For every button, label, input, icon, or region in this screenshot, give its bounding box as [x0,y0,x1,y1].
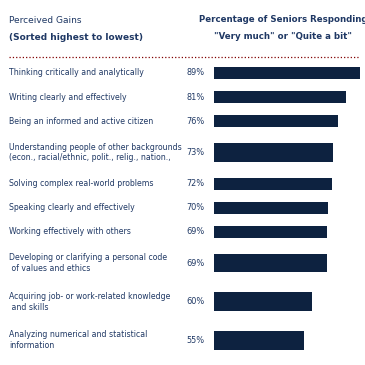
Text: Acquiring job- or work-related knowledge
 and skills: Acquiring job- or work-related knowledge… [9,292,170,312]
Text: 72%: 72% [186,179,204,188]
Text: (Sorted highest to lowest): (Sorted highest to lowest) [9,33,143,42]
Bar [214,254,327,272]
Text: Solving complex real-world problems: Solving complex real-world problems [9,179,154,188]
Text: 81%: 81% [186,93,204,101]
Bar [214,178,332,189]
Text: Understanding people of other backgrounds
(econ., racial/ethnic, polit., relig.,: Understanding people of other background… [9,143,182,162]
Text: Speaking clearly and effectively: Speaking clearly and effectively [9,203,135,212]
Text: Analyzing numerical and statistical
information: Analyzing numerical and statistical info… [9,330,147,350]
Bar [214,202,328,214]
Text: 60%: 60% [186,297,204,306]
Text: Writing clearly and effectively: Writing clearly and effectively [9,93,127,101]
Text: 69%: 69% [186,227,204,237]
Bar [214,67,360,79]
Text: 76%: 76% [186,117,204,126]
Bar [214,226,327,238]
Text: Working effectively with others: Working effectively with others [9,227,131,237]
Bar [214,91,346,103]
Bar [214,331,304,350]
Text: 73%: 73% [186,148,204,157]
Text: Perceived Gains: Perceived Gains [9,16,82,26]
Text: 89%: 89% [186,69,204,77]
Text: Thinking critically and analytically: Thinking critically and analytically [9,69,144,77]
Bar [214,143,333,162]
Bar [214,292,312,311]
Bar [214,115,338,127]
Text: Developing or clarifying a personal code
 of values and ethics: Developing or clarifying a personal code… [9,253,167,273]
Text: 70%: 70% [186,203,204,212]
Text: 55%: 55% [186,336,204,345]
Text: Percentage of Seniors Responding: Percentage of Seniors Responding [199,15,365,24]
Text: 69%: 69% [186,259,204,268]
Text: "Very much" or "Quite a bit": "Very much" or "Quite a bit" [214,32,352,41]
Text: Being an informed and active citizen: Being an informed and active citizen [9,117,153,126]
